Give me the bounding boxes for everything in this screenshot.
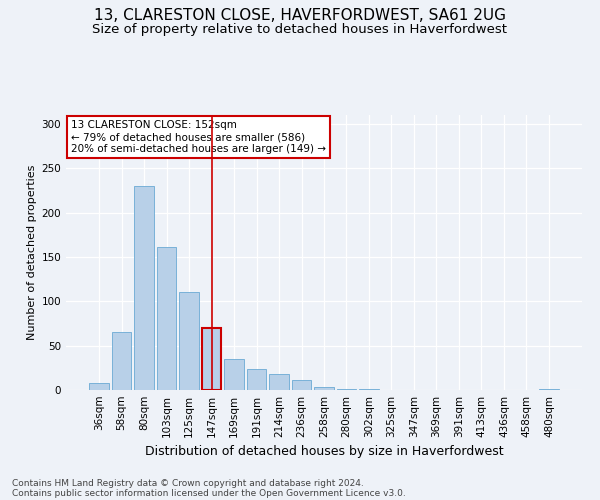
Bar [202,328,221,390]
Text: Contains HM Land Registry data © Crown copyright and database right 2024.: Contains HM Land Registry data © Crown c… [12,478,364,488]
X-axis label: Distribution of detached houses by size in Haverfordwest: Distribution of detached houses by size … [145,446,503,458]
Bar [337,389,356,390]
Text: Size of property relative to detached houses in Haverfordwest: Size of property relative to detached ho… [92,22,508,36]
Text: 13 CLARESTON CLOSE: 152sqm
← 79% of detached houses are smaller (586)
20% of sem: 13 CLARESTON CLOSE: 152sqm ← 79% of deta… [71,120,326,154]
Y-axis label: Number of detached properties: Number of detached properties [27,165,37,340]
Bar [539,389,559,390]
Bar [89,383,109,390]
Bar [359,389,379,390]
Text: Contains public sector information licensed under the Open Government Licence v3: Contains public sector information licen… [12,488,406,498]
Bar [157,247,176,390]
Text: 13, CLARESTON CLOSE, HAVERFORDWEST, SA61 2UG: 13, CLARESTON CLOSE, HAVERFORDWEST, SA61… [94,8,506,22]
Bar [269,374,289,390]
Bar [112,332,131,390]
Bar [224,359,244,390]
Bar [292,380,311,390]
Bar [247,368,266,390]
Bar [179,292,199,390]
Bar [314,388,334,390]
Bar [134,186,154,390]
